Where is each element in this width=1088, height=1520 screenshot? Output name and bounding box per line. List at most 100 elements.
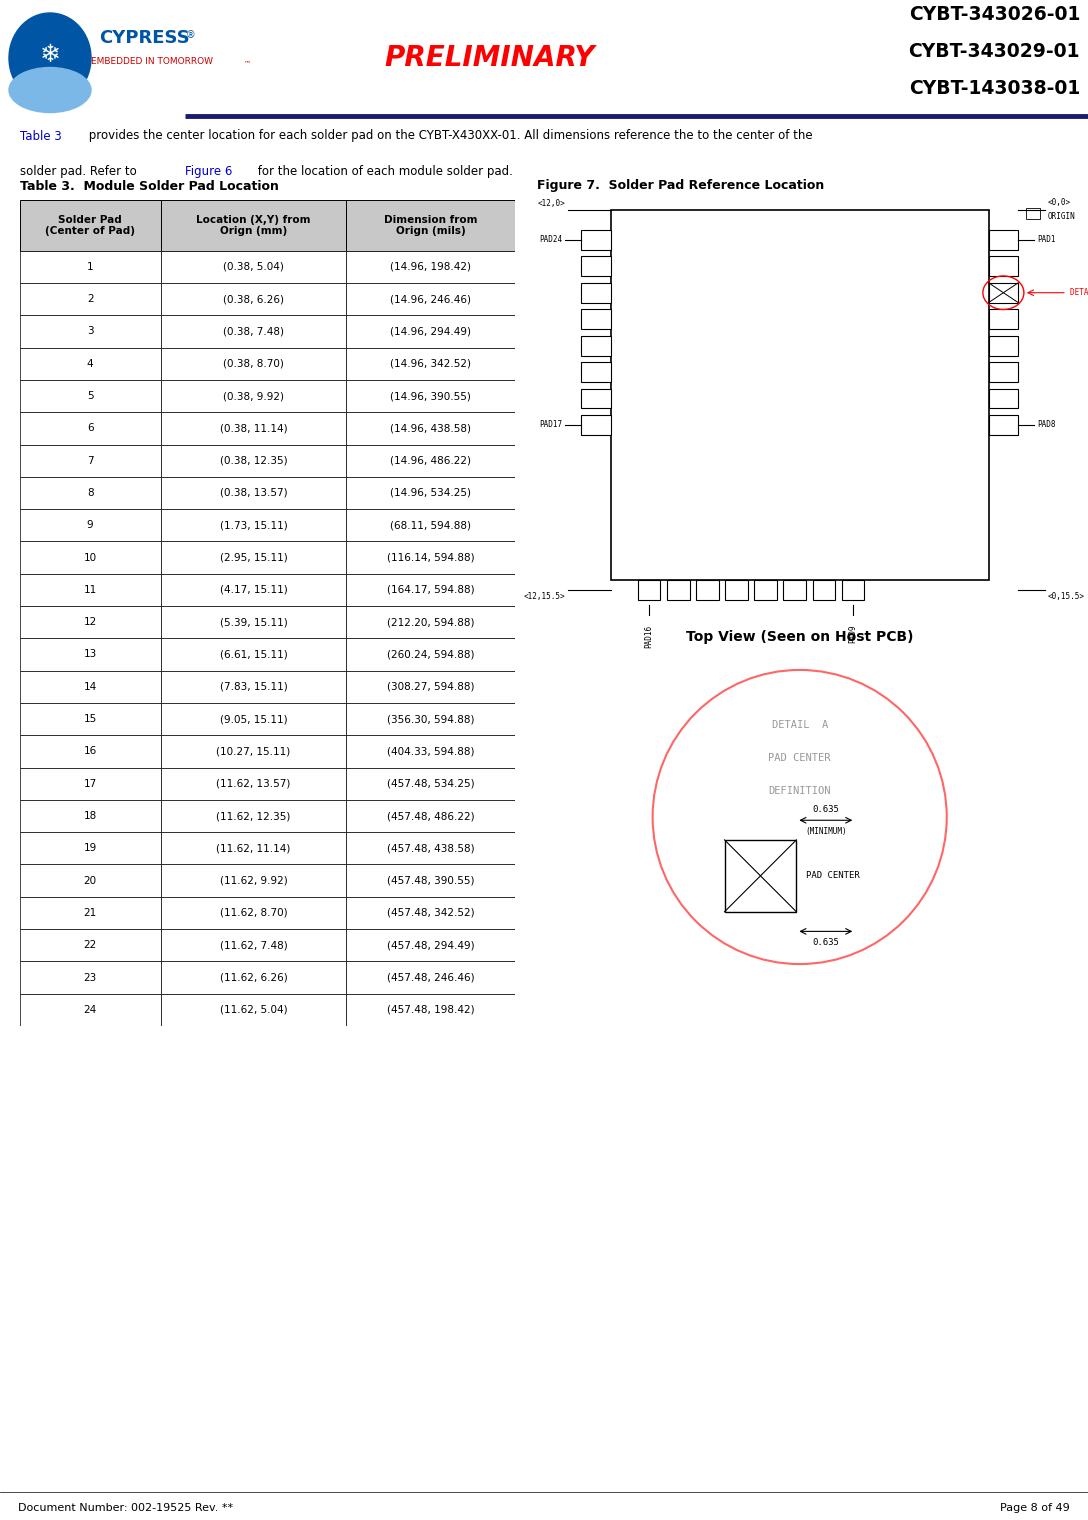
Bar [161,444,346,477]
Text: provides the center location for each solder pad on the CYBT-X430XX-01. All dime: provides the center location for each so… [85,129,813,143]
Text: (0.38, 7.48): (0.38, 7.48) [223,327,284,336]
Bar [346,929,515,961]
Text: <12,0>: <12,0> [537,199,565,208]
Text: (11.62, 12.35): (11.62, 12.35) [217,812,290,821]
Text: (0.38, 13.57): (0.38, 13.57) [220,488,287,499]
Bar [989,230,1018,249]
Text: 18: 18 [84,812,97,821]
Text: (0.38, 8.70): (0.38, 8.70) [223,359,284,369]
Ellipse shape [9,14,91,103]
Text: (14.96, 390.55): (14.96, 390.55) [390,391,471,401]
Bar [20,670,161,702]
Text: 1: 1 [87,261,94,272]
Text: CYPRESS: CYPRESS [100,29,190,47]
Text: Document Number: 002-19525 Rev. **: Document Number: 002-19525 Rev. ** [18,1503,233,1512]
Text: (9.05, 15.11): (9.05, 15.11) [220,714,287,724]
Bar [638,581,660,600]
Text: 13: 13 [84,649,97,660]
Bar [20,315,161,348]
Text: (164.17, 594.88): (164.17, 594.88) [386,585,474,594]
Bar [346,768,515,800]
Bar [346,994,515,1026]
Text: Figure 7.  Solder Pad Reference Location: Figure 7. Solder Pad Reference Location [536,179,824,193]
Bar [20,251,161,283]
Text: (11.62, 6.26): (11.62, 6.26) [220,973,287,982]
Text: (308.27, 594.88): (308.27, 594.88) [386,682,474,692]
Bar [161,606,346,638]
Bar [161,283,346,315]
Text: Solder Pad
(Center of Pad): Solder Pad (Center of Pad) [45,214,135,236]
Text: <12,15.5>: <12,15.5> [523,593,565,602]
Text: PAD CENTER: PAD CENTER [806,871,860,880]
Bar [346,201,515,251]
Text: PAD1: PAD1 [1037,236,1055,245]
Bar [754,581,777,600]
Text: (0.38, 5.04): (0.38, 5.04) [223,261,284,272]
Bar [20,201,161,251]
Bar [346,800,515,831]
Bar [989,309,1018,328]
Bar [346,573,515,606]
Bar [161,251,346,283]
Bar [161,638,346,670]
Bar [20,509,161,541]
Text: (457.48, 390.55): (457.48, 390.55) [386,876,474,886]
Text: (0.38, 11.14): (0.38, 11.14) [220,424,287,433]
Bar [20,444,161,477]
Bar [989,336,1018,356]
Bar [989,415,1018,435]
Text: (14.96, 438.58): (14.96, 438.58) [390,424,471,433]
Bar [346,251,515,283]
Bar [20,412,161,444]
Bar [346,509,515,541]
Text: (260.24, 594.88): (260.24, 594.88) [386,649,474,660]
Bar [726,581,747,600]
Text: 22: 22 [84,941,97,950]
Text: (0.38, 6.26): (0.38, 6.26) [223,295,284,304]
Bar [20,638,161,670]
Text: (457.48, 438.58): (457.48, 438.58) [386,844,474,853]
Text: <0,15.5>: <0,15.5> [1048,593,1085,602]
Text: Figure 6: Figure 6 [185,164,233,178]
Text: (212.20, 594.88): (212.20, 594.88) [386,617,474,628]
Text: (10.27, 15.11): (10.27, 15.11) [217,746,290,757]
Bar [581,336,610,356]
Bar [161,477,346,509]
Bar [20,768,161,800]
Bar [20,348,161,380]
Bar [346,380,515,412]
Text: 21: 21 [84,907,97,918]
Text: 16: 16 [84,746,97,757]
Text: ®: ® [186,30,196,40]
Bar [346,702,515,736]
Bar [346,638,515,670]
Bar [20,961,161,994]
Text: (457.48, 198.42): (457.48, 198.42) [386,1005,474,1015]
Text: 12: 12 [84,617,97,628]
Bar [610,210,989,581]
Text: 9: 9 [87,520,94,530]
Text: 11: 11 [84,585,97,594]
Bar [161,348,346,380]
Bar [1026,208,1040,219]
Bar [581,257,610,277]
Text: (5.39, 15.11): (5.39, 15.11) [220,617,287,628]
Bar [581,309,610,328]
Bar [161,994,346,1026]
Bar [725,841,796,912]
Text: CYBT-343026-01: CYBT-343026-01 [908,5,1080,24]
Bar [161,800,346,831]
Bar [161,412,346,444]
Ellipse shape [9,67,91,112]
Bar [346,670,515,702]
Text: 8: 8 [87,488,94,499]
Text: (68.11, 594.88): (68.11, 594.88) [390,520,471,530]
Text: 3: 3 [87,327,94,336]
Text: (457.48, 294.49): (457.48, 294.49) [386,941,474,950]
Text: (2.95, 15.11): (2.95, 15.11) [220,553,287,562]
Bar [581,362,610,382]
Bar [20,380,161,412]
Bar [346,444,515,477]
Bar [20,929,161,961]
Text: (14.96, 198.42): (14.96, 198.42) [390,261,471,272]
